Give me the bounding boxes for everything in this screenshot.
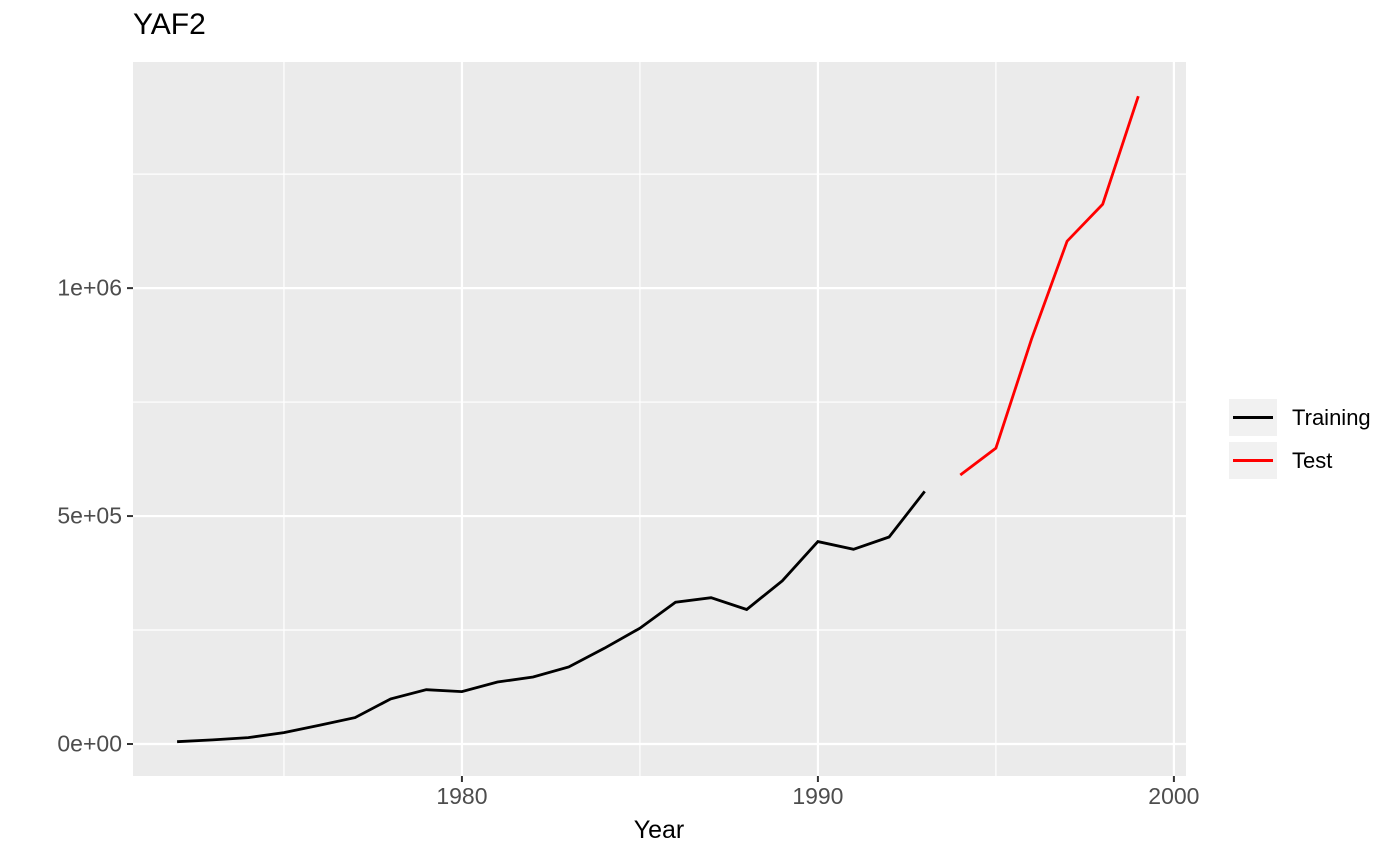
legend-label: Training	[1292, 404, 1371, 430]
panel-background	[133, 62, 1186, 776]
x-axis-title: Year	[633, 816, 685, 844]
y-tick-label: 0e+00	[57, 730, 122, 757]
legend-key-line-icon	[1233, 459, 1273, 462]
legend: Training Test	[1229, 399, 1371, 479]
legend-key-swatch	[1229, 442, 1277, 479]
y-tick-label: 5e+05	[57, 502, 122, 529]
chart-title: YAF2	[133, 8, 206, 41]
legend-entry-test: Test	[1229, 442, 1371, 479]
legend-entry-training: Training	[1229, 399, 1371, 436]
y-tick-label: 1e+06	[57, 274, 122, 301]
series-line-training	[177, 490, 926, 744]
legend-key-line-icon	[1233, 416, 1273, 419]
legend-label: Test	[1292, 447, 1333, 473]
x-tick-label: 2000	[1148, 783, 1200, 809]
series-line-test	[959, 95, 1140, 477]
legend-key-swatch	[1229, 399, 1277, 436]
x-tick-label: 1990	[792, 783, 844, 809]
x-tick-label: 1980	[436, 783, 488, 809]
